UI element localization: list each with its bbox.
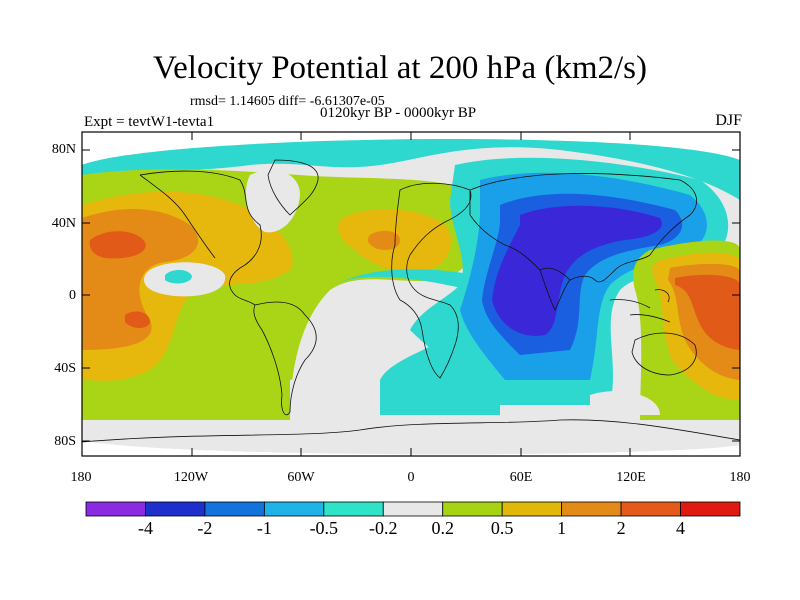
colorbar-swatch: [561, 501, 622, 517]
field-south-pacific-neutral: [290, 377, 380, 415]
lat-label-0: 0: [69, 288, 76, 303]
colorbar-label: -4: [137, 518, 153, 538]
field-arctic-cyan: [82, 139, 740, 200]
lon-label-120w: 120W: [173, 470, 209, 485]
colorbar-swatch: [323, 501, 384, 517]
colorbar-swatch: [85, 501, 146, 517]
stats-line: rmsd= 1.14605 diff= -6.61307e-05: [190, 94, 385, 109]
colorbar-swatch: [501, 501, 563, 517]
coast-north-america: [139, 170, 262, 306]
lon-label-0: 0: [407, 470, 415, 485]
lon-label-180e: 180: [729, 470, 751, 485]
lon-label-60e: 60E: [509, 470, 533, 485]
field-south-atlantic-cyan: [335, 269, 500, 415]
colorbar-label: 0.2: [431, 518, 454, 538]
colorbar-swatch: [680, 501, 741, 517]
map-title: Velocity Potential at 200 hPa (km2/s): [152, 50, 648, 86]
colorbar-swatch: [263, 501, 325, 517]
lon-label-60w: 60W: [287, 470, 315, 485]
period-label: 0120kyr BP - 0000kyr BP: [320, 105, 477, 121]
coast-australia: [631, 332, 697, 376]
colorbar-label: -2: [197, 518, 213, 538]
coast-north-america-west: [139, 174, 216, 259]
field-antarctic-neutral: [82, 420, 740, 455]
field-greenland-neutral: [245, 170, 300, 233]
lat-label-40n: 40N: [51, 216, 76, 231]
coast-south-america: [253, 301, 317, 416]
colorbar-label: -0.5: [309, 518, 339, 538]
colorbar-swatch: [442, 501, 503, 517]
field-hawaii-cyan: [165, 269, 192, 284]
lat-label-80n: 80N: [51, 142, 76, 157]
field-west-pacific-red: [675, 274, 740, 350]
coast-antarctica: [82, 419, 740, 443]
field-south-indian-neutral: [590, 391, 660, 415]
lon-label-180w: 180: [70, 470, 92, 485]
contour-fields: [82, 139, 740, 455]
colorbar-label: 2: [616, 518, 626, 538]
experiment-label: Expt = tevtW1-tevta1: [84, 114, 215, 130]
colorbar-label: 0.5: [490, 518, 514, 538]
colorbar-swatch: [620, 501, 681, 517]
colorbar-label: -0.2: [369, 518, 398, 538]
colorbar-swatch: [382, 501, 444, 517]
colorbar: [85, 501, 741, 517]
lat-label-80s: 80S: [54, 434, 76, 449]
colorbar-swatch: [204, 501, 265, 517]
axis-ticks: [81, 132, 741, 456]
coastlines: [82, 159, 740, 443]
colorbar-swatch: [145, 501, 206, 517]
coast-asia: [469, 173, 697, 283]
field-west-red: [89, 231, 146, 259]
field-indian-ocean-indigo: [492, 205, 662, 336]
coast-greenland: [267, 159, 319, 216]
lon-label-120e: 120E: [616, 470, 646, 485]
season-label: DJF: [715, 112, 742, 129]
lat-label-40s: 40S: [54, 361, 76, 376]
field-atlantic-dark-orange: [367, 230, 400, 250]
colorbar-label: 4: [676, 518, 686, 538]
coast-europe-africa: [391, 182, 472, 379]
colorbar-label: 1: [557, 518, 567, 538]
coast-india: [539, 269, 571, 311]
field-west-red-small: [125, 311, 150, 328]
coast-maritime-continent: [609, 289, 671, 323]
colorbar-label: -1: [256, 518, 272, 538]
field-south-atlantic-neutral: [350, 298, 420, 322]
